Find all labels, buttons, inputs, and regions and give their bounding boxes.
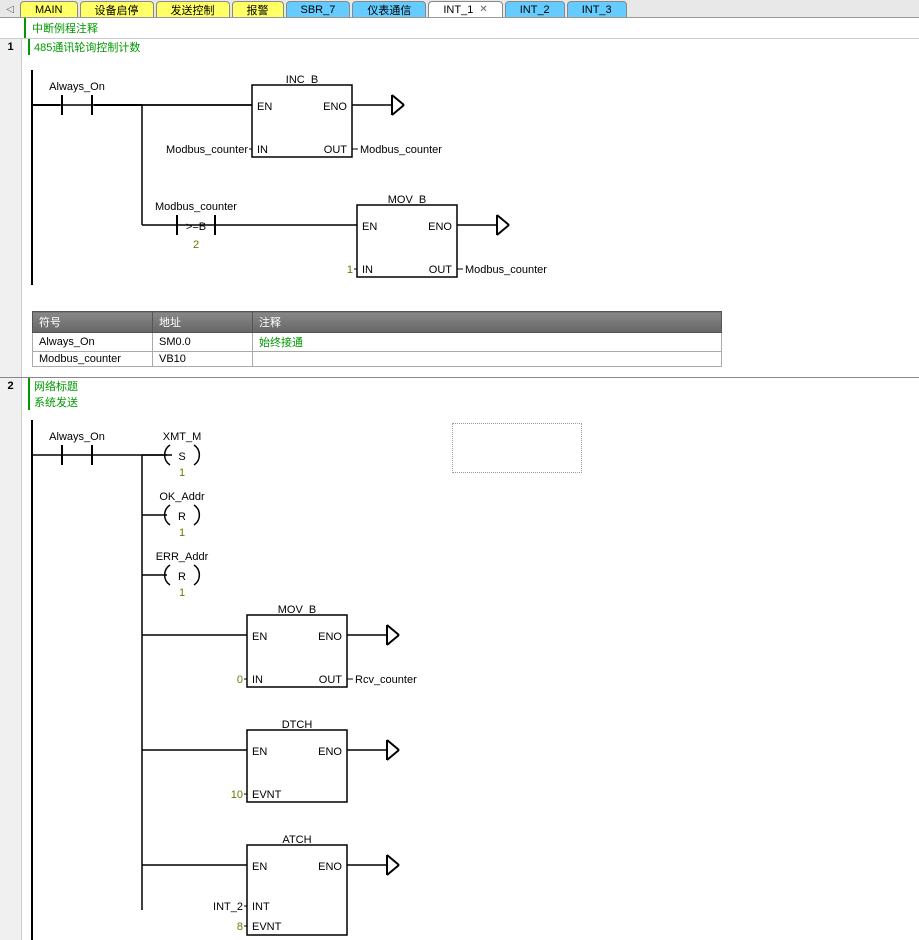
svg-text:10: 10	[231, 789, 243, 801]
page-comment: 中断例程注释	[24, 18, 919, 38]
svg-text:OUT: OUT	[319, 674, 343, 686]
svg-text:1: 1	[179, 587, 185, 599]
tab-alarm[interactable]: 报警	[232, 1, 284, 17]
close-icon[interactable]: ✕	[479, 4, 487, 15]
svg-text:ENO: ENO	[428, 221, 452, 233]
svg-text:ENO: ENO	[323, 101, 347, 113]
svg-text:>=B: >=B	[186, 221, 206, 233]
th-comment: 注释	[253, 312, 722, 333]
page-comment-row: 中断例程注释	[0, 18, 919, 39]
tab-int2[interactable]: INT_2	[505, 1, 565, 17]
block-name: INC_B	[286, 74, 318, 86]
tab-sbr7[interactable]: SBR_7	[286, 1, 351, 17]
svg-text:Modbus_counter: Modbus_counter	[360, 144, 442, 156]
th-symbol: 符号	[33, 312, 153, 333]
svg-text:EN: EN	[362, 221, 377, 233]
svg-text:OUT: OUT	[429, 264, 453, 276]
svg-text:DTCH: DTCH	[282, 719, 313, 731]
tab-main[interactable]: MAIN	[20, 1, 78, 17]
ladder-diagram-2: Always_On XMT_M S 1 OK_Addr R 1	[22, 410, 902, 940]
svg-text:8: 8	[237, 921, 243, 933]
svg-text:EN: EN	[252, 631, 267, 643]
svg-text:R: R	[178, 511, 186, 523]
network-1: 1 485通讯轮询控制计数 Always_On INC_B EN	[0, 39, 919, 378]
svg-text:2: 2	[193, 239, 199, 251]
svg-text:ENO: ENO	[318, 631, 342, 643]
svg-text:EN: EN	[252, 746, 267, 758]
svg-text:Modbus_counter: Modbus_counter	[155, 201, 237, 213]
svg-text:OK_Addr: OK_Addr	[159, 491, 205, 503]
tab-send-ctrl[interactable]: 发送控制	[156, 1, 230, 17]
svg-text:1: 1	[347, 264, 353, 276]
svg-text:1: 1	[179, 527, 185, 539]
svg-text:IN: IN	[252, 674, 263, 686]
svg-text:1: 1	[179, 467, 185, 479]
network-title: 485通讯轮询控制计数	[28, 39, 919, 55]
svg-text:ATCH: ATCH	[282, 834, 311, 846]
table-row: Always_On SM0.0 始终接通	[33, 333, 722, 352]
ladder-diagram-1: Always_On INC_B EN ENO IN OUT Modbus_cou…	[22, 55, 902, 305]
tab-int1[interactable]: INT_1✕	[428, 1, 502, 17]
svg-text:ERR_Addr: ERR_Addr	[156, 551, 209, 563]
svg-text:Modbus_counter: Modbus_counter	[465, 264, 547, 276]
tab-nav-left[interactable]: ◁	[4, 1, 16, 17]
svg-text:INT_2: INT_2	[213, 901, 243, 913]
symbol-table: 符号 地址 注释 Always_On SM0.0 始终接通 Modbus_cou…	[32, 311, 722, 367]
svg-text:IN: IN	[257, 144, 268, 156]
content-area: 中断例程注释 1 485通讯轮询控制计数 Always_On	[0, 18, 919, 940]
table-row: Modbus_counter VB10	[33, 352, 722, 367]
svg-text:Rcv_counter: Rcv_counter	[355, 674, 417, 686]
svg-text:EN: EN	[257, 101, 272, 113]
contact-label: Always_On	[49, 81, 105, 93]
svg-text:MOV_B: MOV_B	[388, 194, 427, 206]
network-title: 网络标题 系统发送	[28, 378, 919, 410]
svg-text:XMT_M: XMT_M	[163, 431, 202, 443]
network-number: 1	[0, 39, 22, 377]
watermark-box	[452, 423, 582, 473]
tab-int3[interactable]: INT_3	[567, 1, 627, 17]
th-addr: 地址	[153, 312, 253, 333]
network-2: 2 网络标题 系统发送 Always_On XMT_M	[0, 378, 919, 940]
svg-text:0: 0	[237, 674, 243, 686]
tab-device[interactable]: 设备启停	[80, 1, 154, 17]
svg-text:ENO: ENO	[318, 861, 342, 873]
svg-text:IN: IN	[362, 264, 373, 276]
svg-text:ENO: ENO	[318, 746, 342, 758]
tab-bar: ◁ MAIN 设备启停 发送控制 报警 SBR_7 仪表通信 INT_1✕ IN…	[0, 0, 919, 18]
svg-text:EVNT: EVNT	[252, 921, 282, 933]
svg-text:R: R	[178, 571, 186, 583]
svg-text:OUT: OUT	[324, 144, 348, 156]
tab-comm[interactable]: 仪表通信	[352, 1, 426, 17]
svg-text:S: S	[178, 451, 185, 463]
network-number: 2	[0, 378, 22, 940]
svg-text:Always_On: Always_On	[49, 431, 105, 443]
svg-text:INT: INT	[252, 901, 270, 913]
svg-text:EVNT: EVNT	[252, 789, 282, 801]
svg-text:EN: EN	[252, 861, 267, 873]
svg-text:MOV_B: MOV_B	[278, 604, 317, 616]
svg-text:Modbus_counter: Modbus_counter	[166, 144, 248, 156]
